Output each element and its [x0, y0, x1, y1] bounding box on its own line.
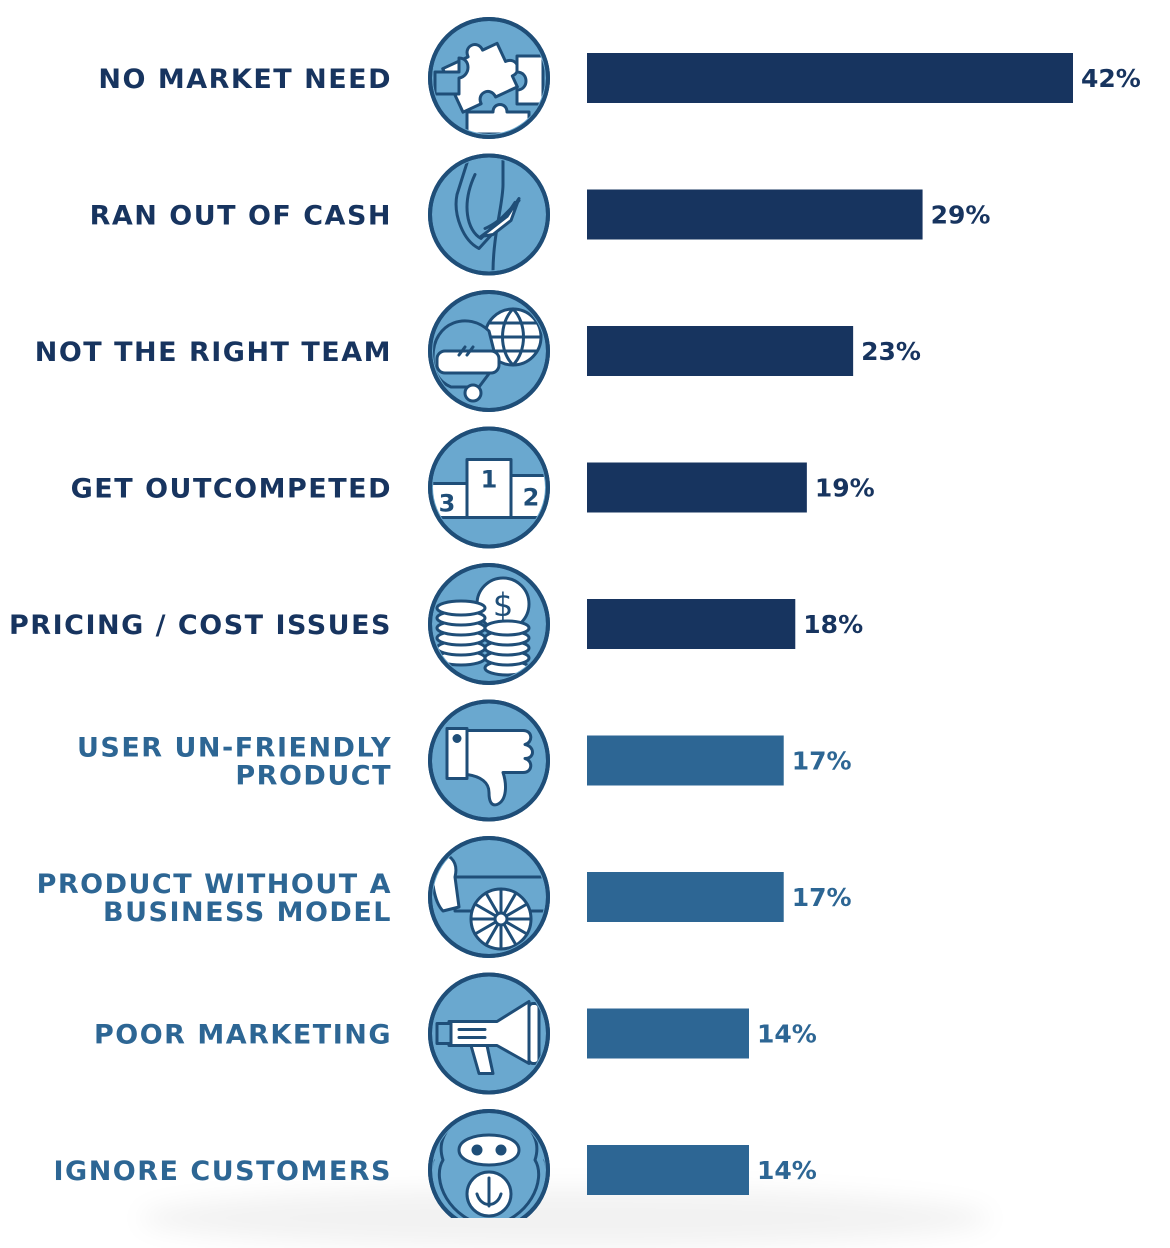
value-label-product-without-a-business-model: 17%: [792, 883, 852, 912]
value-label-not-the-right-team: 23%: [861, 337, 921, 366]
value-label-ignore-customers: 14%: [757, 1156, 817, 1185]
category-label-ran-out-of-cash: RAN OUT OF CASH: [90, 201, 392, 232]
bar-get-outcompeted: [587, 462, 807, 513]
value-label-poor-marketing: 14%: [757, 1020, 817, 1049]
monkey-icon: [428, 1109, 550, 1218]
category-label-poor-marketing: POOR MARKETING: [94, 1020, 392, 1051]
megaphone-icon: [428, 972, 550, 1095]
category-label-ignore-customers: IGNORE CUSTOMERS: [54, 1156, 393, 1187]
category-label-not-the-right-team: NOT THE RIGHT TEAM: [35, 337, 392, 368]
svg-text:3: 3: [439, 490, 456, 518]
puzzle-icon: [428, 17, 550, 139]
bar-ran-out-of-cash: [587, 189, 923, 240]
cart-wheel-icon: [428, 836, 550, 958]
bar-no-market-need: [587, 53, 1073, 103]
category-label-pricing-cost-issues: PRICING / COST ISSUES: [9, 610, 392, 641]
category-label-product-without-a-business-model: PRODUCT WITHOUT A: [37, 869, 392, 900]
category-label-get-outcompeted: GET OUTCOMPETED: [71, 474, 392, 505]
bar-user-un-friendly-product: [587, 735, 784, 786]
podium-icon: 13 2: [428, 426, 550, 549]
value-label-pricing-cost-issues: 18%: [803, 610, 863, 639]
svg-text:$: $: [493, 586, 513, 624]
bar-poor-marketing: [587, 1008, 749, 1059]
category-label-user-un-friendly-product: PRODUCT: [235, 761, 392, 792]
bar-product-without-a-business-model: [587, 872, 784, 922]
bar-pricing-cost-issues: [587, 599, 796, 649]
empty-pockets-icon: [428, 153, 550, 276]
value-label-get-outcompeted: 19%: [815, 474, 875, 503]
value-label-user-un-friendly-product: 17%: [792, 747, 852, 776]
category-label-no-market-need: NO MARKET NEED: [98, 64, 392, 95]
category-label-product-without-a-business-model: BUSINESS MODEL: [103, 897, 392, 928]
bar-not-the-right-team: [587, 326, 854, 376]
bar-chart: NO MARKET NEED 42% RAN OUT OF CASH 29% NOT T…: [9, 17, 1141, 1218]
value-label-ran-out-of-cash: 29%: [931, 201, 991, 230]
svg-text:2: 2: [523, 484, 540, 512]
coins-dollar-icon: $: [428, 563, 550, 685]
category-label-user-un-friendly-product: USER UN-FRIENDLY: [77, 733, 392, 764]
value-label-no-market-need: 42%: [1081, 64, 1141, 93]
vr-headset-globe-icon: [428, 290, 550, 412]
bar-ignore-customers: [587, 1145, 749, 1195]
thumbs-down-icon: [428, 699, 550, 822]
svg-text:1: 1: [481, 466, 498, 494]
